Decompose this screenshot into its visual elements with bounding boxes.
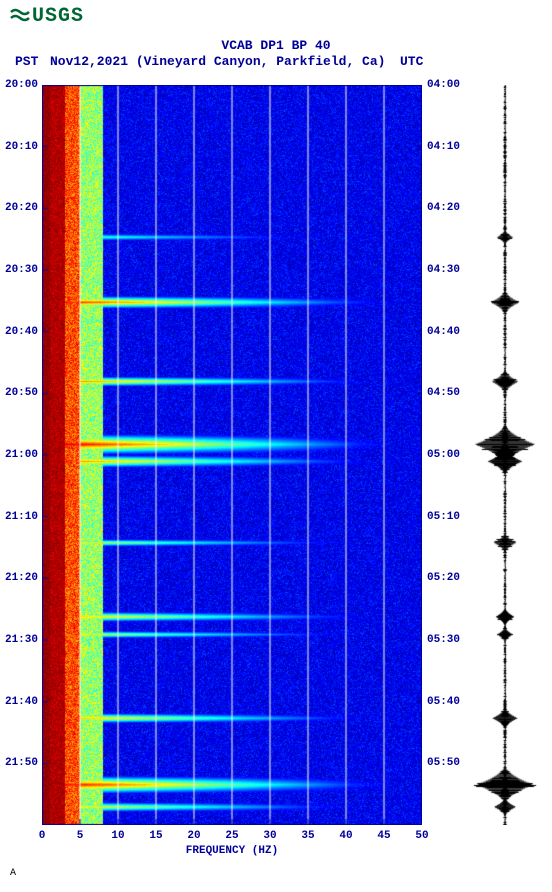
tick-x: 45 [377, 830, 390, 842]
tick-left: 20:00 [5, 79, 38, 91]
chart-title: VCAB DP1 BP 40 [0, 38, 552, 53]
tick-x: 15 [149, 830, 162, 842]
tick-left: 21:20 [5, 572, 38, 584]
tick-left: 21:10 [5, 511, 38, 523]
tick-left: 20:40 [5, 326, 38, 338]
tick-right: 04:40 [427, 326, 460, 338]
tick-right: 05:10 [427, 511, 460, 523]
tick-x: 35 [301, 830, 314, 842]
tick-right: 04:50 [427, 387, 460, 399]
usgs-logo: USGS [10, 5, 84, 28]
tick-left: 21:30 [5, 634, 38, 646]
tz-right-label: UTC [400, 54, 423, 69]
date-label: Nov12,2021 (Vineyard Canyon, Parkfield, … [50, 54, 385, 69]
tick-right: 05:40 [427, 696, 460, 708]
seismogram-plot [470, 85, 540, 825]
tick-right: 05:30 [427, 634, 460, 646]
tick-right: 04:00 [427, 79, 460, 91]
x-axis: FREQUENCY (HZ) 05101520253035404550 [42, 825, 422, 855]
tick-x: 50 [415, 830, 428, 842]
tick-x: 30 [263, 830, 276, 842]
footnote-mark: A [10, 868, 16, 879]
seismogram-canvas [470, 85, 540, 825]
tick-left: 21:50 [5, 757, 38, 769]
tick-x: 20 [187, 830, 200, 842]
tick-right: 05:50 [427, 757, 460, 769]
tick-right: 04:30 [427, 264, 460, 276]
tick-x: 10 [111, 830, 124, 842]
tick-left: 20:50 [5, 387, 38, 399]
tick-right: 04:10 [427, 141, 460, 153]
spectrogram-canvas [42, 85, 422, 825]
tick-x: 25 [225, 830, 238, 842]
spectrogram-plot [42, 85, 422, 825]
x-axis-label: FREQUENCY (HZ) [42, 845, 422, 857]
tick-left: 21:40 [5, 696, 38, 708]
tick-left: 21:00 [5, 449, 38, 461]
logo-wave-icon [10, 6, 30, 28]
tick-x: 0 [39, 830, 46, 842]
tick-left: 20:10 [5, 141, 38, 153]
tick-right: 05:00 [427, 449, 460, 461]
tz-left-label: PST [15, 54, 38, 69]
tick-right: 04:20 [427, 202, 460, 214]
logo-text: USGS [32, 5, 84, 28]
y-axis-left: 20:0020:1020:2020:3020:4020:5021:0021:10… [0, 85, 40, 825]
tick-x: 40 [339, 830, 352, 842]
y-axis-right: 04:0004:1004:2004:3004:4004:5005:0005:10… [425, 85, 465, 825]
tick-left: 20:20 [5, 202, 38, 214]
tick-x: 5 [77, 830, 84, 842]
tick-left: 20:30 [5, 264, 38, 276]
tick-right: 05:20 [427, 572, 460, 584]
